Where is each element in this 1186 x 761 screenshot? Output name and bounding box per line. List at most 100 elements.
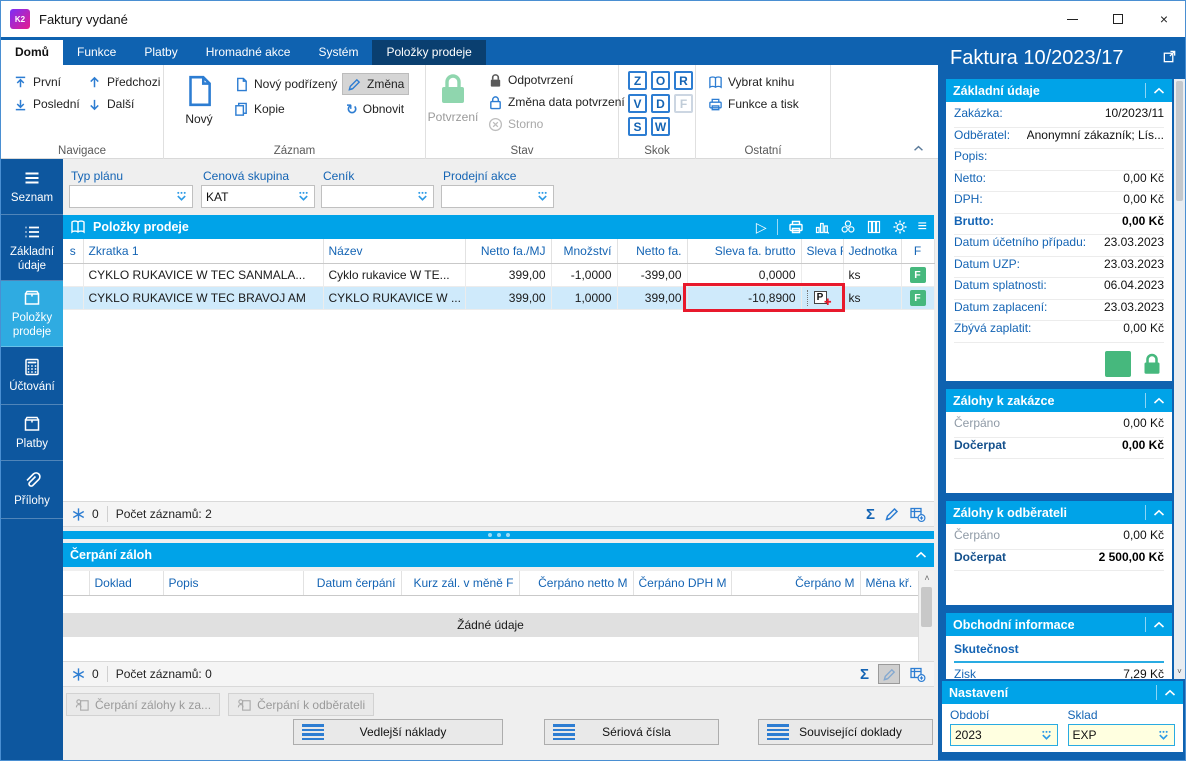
col-header-nazev[interactable]: Název <box>323 239 466 264</box>
section-header[interactable]: Obchodní informace <box>946 613 1172 636</box>
table-row[interactable]: CYKLO RUKAVICE W TEC SANMALA... Cyklo ru… <box>63 263 935 287</box>
col-header-sleva-f[interactable]: Sleva F <box>801 239 844 264</box>
first-button[interactable]: První <box>9 71 84 93</box>
sum-icon[interactable]: Σ <box>865 505 875 523</box>
close-button[interactable]: × <box>1141 1 1185 37</box>
section-header[interactable]: Nastavení <box>942 681 1183 704</box>
menu-icon[interactable]: ≡ <box>917 218 927 235</box>
sidebar-item-seznam[interactable]: Seznam <box>1 159 63 215</box>
jump-z-button[interactable]: Z <box>628 71 647 90</box>
collapse-button[interactable] <box>1145 505 1165 520</box>
storno-button[interactable]: Storno <box>484 113 629 135</box>
sidebar-item-platby[interactable]: Platby <box>1 405 63 461</box>
filter-snowflake-icon[interactable] <box>71 507 86 522</box>
table-add-icon[interactable] <box>909 506 926 522</box>
scroll-down-icon[interactable]: ˅ <box>1177 667 1182 676</box>
jump-o-button[interactable]: O <box>651 71 670 90</box>
seriova-cisla-button[interactable]: Sériová čísla <box>544 719 719 745</box>
cerpani-odberateli-button[interactable]: Čerpání k odběrateli <box>228 693 375 716</box>
jump-r-button[interactable]: R <box>674 71 693 90</box>
filter-typ-planu[interactable] <box>69 185 193 208</box>
sklad-select[interactable]: EXP <box>1067 724 1175 746</box>
collapse-button[interactable] <box>1145 617 1165 632</box>
scroll-thumb[interactable] <box>921 587 932 627</box>
change-date-button[interactable]: Změna data potvrzení <box>484 91 629 113</box>
sum-icon[interactable]: Σ <box>859 665 869 683</box>
unconfirm-button[interactable]: Odpotvrzení <box>484 69 629 91</box>
columns-icon[interactable] <box>866 219 882 235</box>
col-header-mena[interactable]: Měna kř. <box>860 571 919 596</box>
col-header-jednotka[interactable]: Jednotka <box>843 239 902 264</box>
previous-button[interactable]: Předchozi <box>83 71 164 93</box>
open-external-button[interactable] <box>1162 49 1177 64</box>
col-header-popis[interactable]: Popis <box>163 571 304 596</box>
vedlejsi-naklady-button[interactable]: Vedlejší náklady <box>293 719 503 745</box>
select-book-button[interactable]: Vybrat knihu <box>704 71 803 93</box>
section-header[interactable]: Základní údaje <box>946 79 1172 102</box>
next-button[interactable]: Další <box>83 93 164 115</box>
col-header-sleva-brutto[interactable]: Sleva fa. brutto <box>687 239 802 264</box>
obdobi-select[interactable]: 2023 <box>950 724 1058 746</box>
section-header[interactable]: Zálohy k odběrateli <box>946 501 1172 524</box>
filter-prodejni-akce[interactable] <box>441 185 554 208</box>
maximize-button[interactable] <box>1095 1 1141 37</box>
table-add-icon[interactable] <box>909 666 926 682</box>
run-filter-icon[interactable]: ▷ <box>755 219 767 235</box>
refresh-button[interactable]: ↻ Obnovit <box>342 98 409 120</box>
section-header[interactable]: Zálohy k zakázce <box>946 389 1172 412</box>
col-header-cerpano-m[interactable]: Čerpáno M <box>731 571 861 596</box>
filter-cenova-skupina[interactable]: KAT <box>201 185 315 208</box>
col-header-f[interactable]: F <box>901 239 935 264</box>
new-child-button[interactable]: Nový podřízený <box>230 73 341 95</box>
minimize-button[interactable] <box>1049 1 1095 37</box>
last-button[interactable]: Poslední <box>9 93 84 115</box>
col-header-mnozstvi[interactable]: Množství <box>551 239 618 264</box>
col-header-cerpano-netto[interactable]: Čerpáno netto M <box>519 571 634 596</box>
tab-domu[interactable]: Domů <box>1 40 63 65</box>
jump-w-button[interactable]: W <box>651 117 670 136</box>
functions-print-button[interactable]: Funkce a tisk <box>704 93 803 115</box>
detail-scrollbar[interactable]: ˅ <box>1174 79 1185 679</box>
scroll-up-icon[interactable]: ˄ <box>924 573 930 583</box>
new-button[interactable]: Nový <box>176 67 222 126</box>
collapse-button[interactable] <box>1145 393 1165 408</box>
souvisejici-doklady-button[interactable]: Související doklady <box>758 719 933 745</box>
change-button[interactable]: Změna <box>342 73 410 95</box>
pivot-icon[interactable] <box>840 219 856 235</box>
col-header-zkratka[interactable]: Zkratka 1 <box>83 239 324 264</box>
sidebar-item-polozky-prodeje[interactable]: Položky prodeje <box>1 281 63 347</box>
sidebar-item-zakladni-udaje[interactable]: Základní údaje <box>1 215 63 281</box>
scroll-thumb[interactable] <box>1176 81 1183 201</box>
chart-icon[interactable] <box>814 219 830 235</box>
collapse-chevron-icon[interactable] <box>915 551 927 559</box>
col-header-kurz[interactable]: Kurz zál. v měně F <box>401 571 520 596</box>
filter-cenik[interactable] <box>321 185 434 208</box>
edit-pencil-button-disabled[interactable] <box>878 664 900 684</box>
ribbon-collapse-button[interactable] <box>913 145 924 152</box>
tab-system[interactable]: Systém <box>318 45 359 59</box>
tab-hromadne-akce[interactable]: Hromadné akce <box>205 45 291 59</box>
col-header-netto-mj[interactable]: Netto fa./MJ <box>465 239 552 264</box>
jump-d-button[interactable]: D <box>651 94 670 113</box>
copy-button[interactable]: Kopie <box>230 98 341 120</box>
col-header-netto[interactable]: Netto fa. <box>617 239 688 264</box>
col-header-datum-cerpani[interactable]: Datum čerpání <box>303 571 402 596</box>
jump-v-button[interactable]: V <box>628 94 647 113</box>
confirm-button[interactable]: Potvrzení <box>428 67 478 124</box>
settings-gear-icon[interactable] <box>892 219 908 235</box>
jump-f-button[interactable]: F <box>674 94 693 113</box>
tab-platby[interactable]: Platby <box>144 45 178 59</box>
collapse-button[interactable] <box>1156 685 1176 700</box>
col-header-doklad[interactable]: Doklad <box>89 571 164 596</box>
sidebar-item-prilohy[interactable]: Přílohy <box>1 461 63 519</box>
sidebar-item-uctovani[interactable]: Účtování <box>1 347 63 405</box>
print-icon[interactable] <box>788 219 804 235</box>
table-row-selected[interactable]: CYKLO RUKAVICE W TEC BRAVOJ AM CYKLO RUK… <box>63 286 935 310</box>
collapse-button[interactable] <box>1145 83 1165 98</box>
col-header-cerpano-dph[interactable]: Čerpáno DPH M <box>633 571 732 596</box>
horizontal-splitter[interactable] <box>63 531 934 539</box>
cerpani-scrollbar[interactable]: ˄ <box>918 571 934 661</box>
tab-polozky-prodeje[interactable]: Položky prodeje <box>372 40 486 65</box>
tab-funkce[interactable]: Funkce <box>77 45 117 59</box>
col-header-s[interactable]: s <box>63 239 84 264</box>
